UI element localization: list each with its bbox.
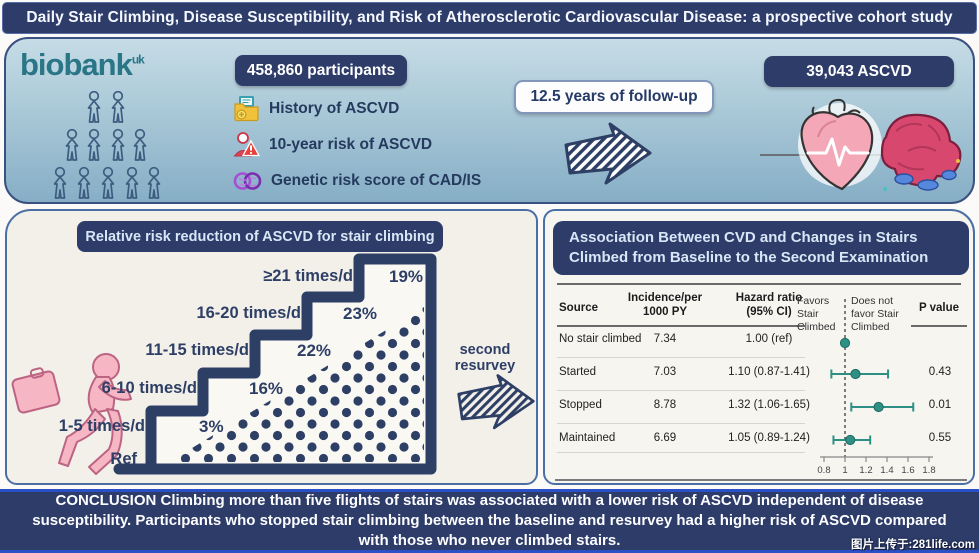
brain-shape [880, 113, 962, 191]
watermark: 图片上传于:281life.com [851, 539, 975, 551]
row-incidence: 6.69 [653, 432, 677, 444]
stair-value-16-20: 23% [343, 304, 378, 323]
stair-label-16-20: 16-20 times/d [196, 304, 301, 322]
outcome-badge: 39,043 ASCVD [764, 56, 954, 87]
assessment-list: History of ASCVD 10-year risk of ASCVD [233, 93, 481, 196]
followup-badge: 12.5 years of follow-up [514, 80, 714, 114]
stairs-panel: Relative risk reduction of ASCVD for sta… [5, 209, 538, 485]
row-hazard: 1.05 (0.89-1.24) [728, 432, 810, 444]
favors-left-label: Favors Stair Climbed [797, 295, 836, 334]
table-header-rule [557, 325, 805, 327]
cohort-panel: biobankuk 458,860 participants [4, 37, 975, 204]
participants-count: 458,860 participants [246, 61, 396, 79]
uk-biobank-logo: biobankuk [20, 47, 145, 83]
row-hazard: 1.32 (1.06-1.65) [728, 399, 810, 411]
heart-brain-icon [760, 98, 962, 191]
svg-text:1.4: 1.4 [880, 465, 893, 476]
row-separator [557, 390, 805, 391]
favors-right-label: Does not favor Stair Climbed [851, 295, 899, 334]
row-source: Started [559, 366, 597, 378]
row-incidence: 7.34 [653, 333, 677, 345]
runner-icon [11, 353, 132, 475]
svg-text:0.8: 0.8 [817, 465, 830, 476]
svg-text:1.2: 1.2 [859, 465, 872, 476]
staircase-chart [11, 253, 437, 475]
table-top-rule [557, 283, 961, 285]
row-hazard: 1.10 (0.87-1.41) [728, 366, 810, 378]
assessment-label: Genetic risk score of CAD/IS [271, 171, 482, 189]
row-source: Maintained [559, 432, 616, 444]
assessment-label: 10-year risk of ASCVD [269, 135, 433, 153]
biobank-logo-sup: uk [131, 52, 145, 67]
stair-value-1-5: 3% [199, 417, 224, 436]
col-header-source: Source [559, 302, 598, 314]
person-risk-icon [233, 132, 260, 157]
assessment-genetic: Genetic risk score of CAD/IS [233, 165, 481, 196]
row-hazard: 1.00 (ref) [745, 333, 793, 345]
stair-label-ref: Ref [110, 450, 137, 468]
medical-record-icon [234, 96, 259, 122]
table-bottom-rule [555, 479, 967, 481]
stair-label-11-15: 11-15 times/d [145, 341, 249, 359]
stair-label-6-10: 6-10 times/d [101, 379, 197, 397]
study-title: Daily Stair Climbing, Disease Susceptibi… [26, 9, 953, 26]
stairs-panel-title: Relative risk reduction of ASCVD for sta… [77, 221, 443, 252]
assessment-label: History of ASCVD [269, 99, 400, 117]
row-pvalue: 0.43 [928, 366, 952, 378]
svg-text:1: 1 [842, 465, 847, 476]
row-separator [557, 357, 805, 358]
participants-badge: 458,860 participants [235, 55, 407, 86]
outcome-count: 39,043 ASCVD [806, 62, 912, 80]
stair-value-11-15: 22% [297, 341, 332, 360]
row-source: Stopped [559, 399, 602, 411]
arrow-right-icon [457, 374, 535, 430]
row-pvalue: 0.01 [928, 399, 952, 411]
row-separator [557, 423, 805, 424]
assessment-history: History of ASCVD [233, 93, 481, 124]
conclusion-bar: CONCLUSION Climbing more than five fligh… [0, 489, 979, 553]
population-pyramid-icon [53, 91, 161, 199]
followup-text: 12.5 years of follow-up [530, 88, 698, 105]
row-separator [557, 452, 805, 453]
conclusion-text: CONCLUSION Climbing more than five fligh… [32, 492, 947, 549]
col-header-pvalue: P value [918, 302, 960, 314]
association-panel-title: Association Between CVD and Changes in S… [553, 221, 969, 275]
stairs-panel-title-text: Relative risk reduction of ASCVD for sta… [85, 228, 435, 245]
association-panel-title-text: Association Between CVD and Changes in S… [569, 228, 929, 266]
title-banner: Daily Stair Climbing, Disease Susceptibi… [2, 2, 977, 34]
dna-icon [233, 171, 262, 190]
stair-label-1-5: 1-5 times/d [58, 417, 145, 435]
row-source: No stair climbed [559, 333, 642, 345]
stair-value-21: 19% [389, 267, 424, 286]
arrow-right-icon [564, 122, 652, 185]
pvalue-header-rule [911, 325, 967, 327]
col-header-hazard: Hazard ratio (95% CI) [735, 292, 803, 319]
assessment-risk: 10-year risk of ASCVD [233, 129, 481, 160]
row-incidence: 8.78 [653, 399, 677, 411]
association-panel: Association Between CVD and Changes in S… [543, 209, 975, 485]
col-header-incidence: Incidence/per 1000 PY [627, 292, 703, 319]
row-incidence: 7.03 [653, 366, 677, 378]
biobank-logo-text: biobank [20, 47, 133, 82]
svg-text:1.8: 1.8 [922, 465, 935, 476]
row-pvalue: 0.55 [928, 432, 952, 444]
stair-value-6-10: 16% [249, 379, 284, 398]
stair-label-21: ≥21 times/d [263, 267, 353, 285]
resurvey-label: second resurvey [454, 342, 516, 374]
svg-text:1.6: 1.6 [901, 465, 914, 476]
